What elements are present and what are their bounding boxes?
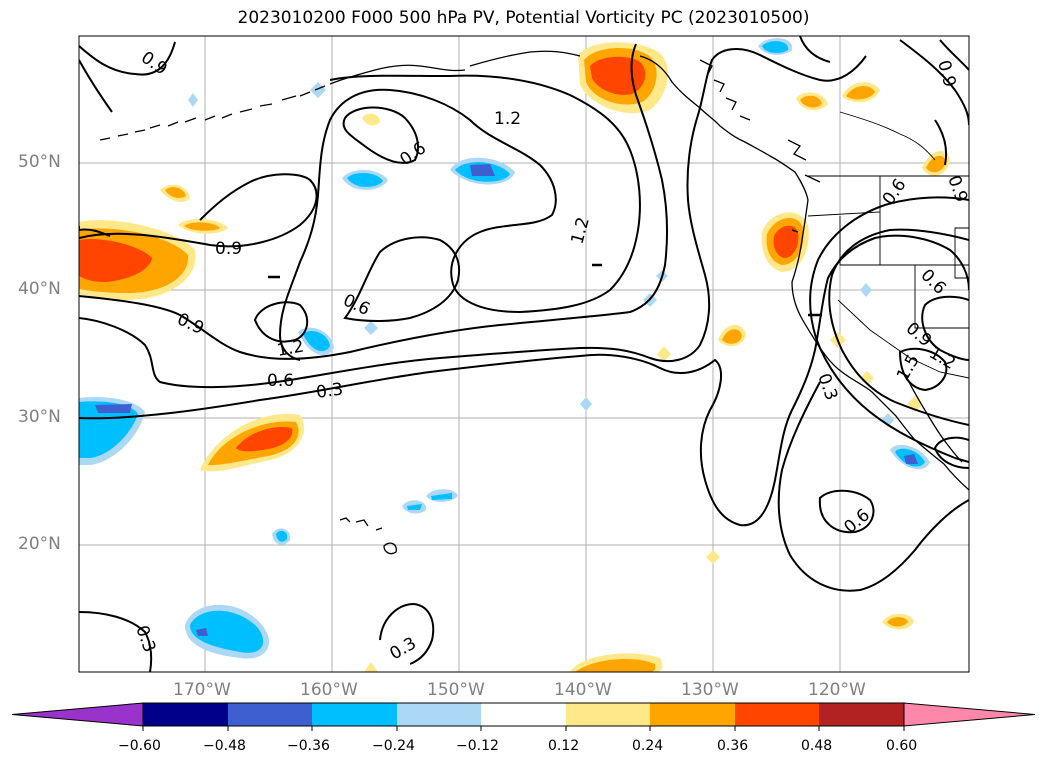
negative-pv-anomalies [79,38,930,659]
colorbar-bin [228,703,312,726]
contour-label: 0.3 [315,379,345,403]
borders [807,111,969,379]
longitude-label: 120°W [808,680,866,700]
longitude-label: 170°W [173,680,231,700]
colorbar-tick-label: −0.60 [118,738,161,754]
colorbar-tick-label: 0.36 [717,738,749,754]
colorbar-tick-label: −0.36 [287,738,330,754]
longitude-label: 140°W [554,680,612,700]
colorbar-extend-min [11,702,144,727]
contour-label: 1.2 [494,109,521,129]
colorbar-bin [566,703,650,726]
coastlines [99,50,969,555]
colorbar-tick-label: 0.60 [886,738,918,754]
latitude-label: 50°N [18,152,61,172]
colorbar-tick-label: 0.48 [801,738,833,754]
contour-0-6-inner [343,236,460,322]
contour-0-9-north [79,41,176,113]
colorbar-bin [143,703,228,726]
contour-0-6-loop [342,106,419,164]
colorbar-extend-max [903,702,1036,727]
contour-0-3-bottom [379,602,435,665]
contour-label: 0.6 [267,371,294,391]
graticule [79,36,969,672]
colorbar-bin [650,703,735,726]
pv-contours [79,36,969,672]
colorbar-tick-label: 0.12 [548,738,580,754]
map-frame [78,35,970,673]
colorbar-bin [819,703,904,726]
latitude-label: 30°N [18,407,61,427]
colorbar [11,702,1036,731]
contour-1-2-main [278,74,641,361]
colorbar-tick-label: 0.24 [632,738,664,754]
colorbar-tick-label: −0.48 [203,738,246,754]
contour-0-6-mid [79,48,867,389]
positive-pv-anomalies [79,42,950,672]
contour-0-9-big [79,173,318,248]
map-frame-background [79,36,969,672]
map-title: 2023010200 F000 500 hPa PV, Potential Vo… [237,8,810,28]
colorbar-tick-label: −0.24 [372,738,415,754]
contour-0-6-southeast [818,489,875,534]
contour-0-3-south [79,611,153,672]
longitude-label: 130°W [681,680,739,700]
colorbar-bin [397,703,481,726]
contour-label: 0.9 [215,239,242,259]
colorbar-bin [735,703,819,726]
latitude-label: 40°N [18,279,61,299]
colorbar-bin [312,703,397,726]
contour-0-9-south [79,43,668,360]
contour-east-loops [828,228,969,426]
latitude-label: 20°N [18,534,61,554]
colorbar-tick-label: −0.12 [456,738,499,754]
longitude-label: 160°W [300,680,358,700]
longitude-label: 150°W [427,680,485,700]
contour-0-6-west [253,301,309,343]
contour-label: 1.2 [275,337,305,361]
colorbar-bin [481,703,566,726]
